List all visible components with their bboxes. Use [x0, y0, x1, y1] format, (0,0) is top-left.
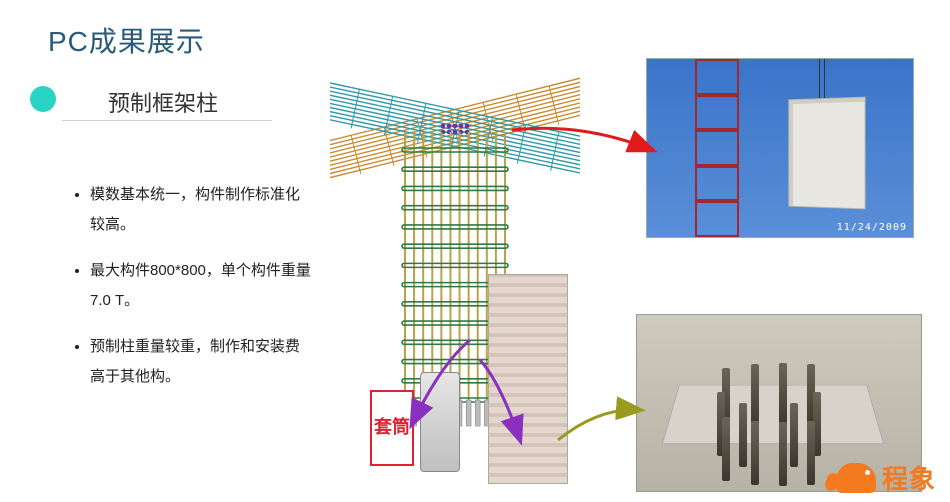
photo-crane: 11/24/2009: [646, 58, 914, 238]
anchor-bolt: [739, 403, 747, 467]
anchor-bolt: [751, 364, 759, 428]
accent-dot: [30, 86, 56, 112]
page-title: PC成果展示: [48, 20, 205, 60]
sleeve-sample-image: [420, 372, 460, 472]
watermark-text: 程象: [882, 459, 936, 496]
subtitle-underline: [62, 120, 272, 121]
anchor-bolt: [722, 417, 730, 481]
anchor-bolt: [790, 403, 798, 467]
bullet-item: 模数基本统一，构件制作标准化较高。: [90, 180, 312, 240]
concrete-slab: [662, 385, 885, 444]
anchor-bolt: [779, 422, 787, 486]
sleeve-label: 套筒: [374, 418, 410, 438]
subtitle-text: 预制框架柱: [108, 86, 218, 118]
photo-date: 11/24/2009: [837, 222, 907, 233]
crane-tower: [695, 59, 739, 237]
watermark: 程象: [836, 459, 936, 496]
precast-block: [788, 97, 865, 210]
anchor-bolt: [779, 363, 787, 427]
bullet-item: 预制柱重量较重，制作和安装费高于其他构。: [90, 332, 312, 392]
crane-cable: [819, 59, 825, 102]
anchor-bolt: [751, 421, 759, 485]
bullet-list: 模数基本统一，构件制作标准化较高。 最大构件800*800，单个构件重量7.0 …: [72, 180, 312, 408]
column-joint-image: [488, 274, 568, 484]
sleeve-label-box: 套筒: [370, 390, 414, 466]
bullet-item: 最大构件800*800，单个构件重量7.0 T。: [90, 256, 312, 316]
elephant-icon: [836, 463, 876, 493]
anchor-bolt: [807, 421, 815, 485]
slide-root: PC成果展示 预制框架柱 模数基本统一，构件制作标准化较高。 最大构件800*8…: [0, 0, 950, 502]
